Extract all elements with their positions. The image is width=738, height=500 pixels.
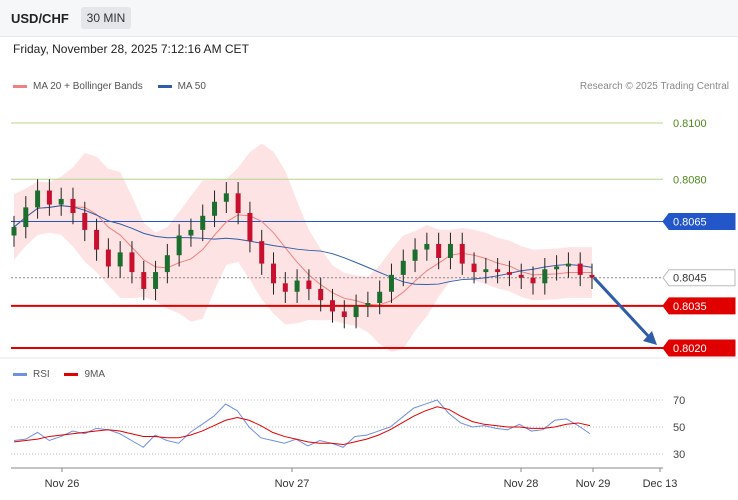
level-tag-0.8035: 0.8035 (662, 297, 736, 315)
candle-body (153, 272, 159, 289)
candle-body (58, 198, 64, 205)
level-tag-0.8020: 0.8020 (662, 339, 736, 357)
level-tag-0.8065: 0.8065 (662, 212, 736, 230)
legend-ma50: MA 50 (157, 81, 206, 92)
candle-body (176, 235, 182, 256)
x-tick-label-3: Nov 29 (576, 478, 611, 490)
candle-body (400, 260, 406, 275)
credit-label: Research © 2025 Trading Central (579, 81, 729, 92)
legend-rsi: RSI (13, 369, 50, 380)
candle-body (436, 243, 442, 258)
candle-body (82, 213, 88, 230)
level-tag-shape (662, 269, 736, 287)
candle-body (306, 280, 312, 289)
datetime-label: Friday, November 28, 2025 7:12:16 AM CET (13, 42, 249, 56)
rsi-tick-30: 30 (673, 449, 685, 461)
candle-body (447, 243, 453, 258)
main-legend: MA 20 + Bollinger Bands MA 50 (13, 81, 206, 92)
candle-body (117, 252, 123, 267)
level-tag-shape (662, 212, 736, 230)
candle-body (577, 263, 583, 275)
legend-ma20: MA 20 + Bollinger Bands (13, 81, 143, 92)
candle-body (23, 207, 29, 228)
candle-body (223, 193, 229, 202)
rsi-tick-50: 50 (673, 422, 685, 434)
candle-body (271, 263, 277, 284)
candle-body (530, 277, 536, 284)
rsi-swatch (13, 372, 27, 376)
timeframe-button[interactable]: 30 MIN (81, 7, 131, 29)
candle-body (11, 227, 17, 236)
level-tag-shape (662, 339, 736, 357)
candle-body (589, 274, 595, 278)
candle-body (70, 198, 76, 213)
candle-body (542, 269, 548, 284)
x-tick-label-1: Nov 27 (275, 478, 310, 490)
ma50-swatch (157, 84, 172, 88)
candle-body (129, 252, 135, 273)
level-tag-text: 0.8045 (673, 273, 707, 285)
candle-body (294, 280, 300, 292)
candle-body (483, 269, 489, 273)
ma20-line (13, 205, 592, 306)
forecast-arrow-head (643, 331, 657, 345)
legend-9ma: 9MA (64, 369, 105, 380)
candle-body (318, 288, 324, 301)
rsi-tick-70: 70 (673, 395, 685, 407)
candle-body (141, 272, 147, 289)
candle-body (200, 215, 206, 230)
ma50-line (13, 205, 593, 285)
level-tag-text: 0.8020 (673, 343, 707, 355)
candle-body (459, 243, 465, 264)
candle-body (247, 213, 253, 242)
level-tag-shape (662, 297, 736, 315)
candle-body (495, 269, 501, 273)
candle-body (235, 193, 241, 213)
level-label-0.8080: 0.8080 (673, 174, 707, 186)
candle-body (164, 255, 170, 273)
candle-body (412, 249, 418, 261)
candle-body (518, 274, 524, 278)
candle-body (365, 303, 371, 306)
level-tag-text: 0.8065 (673, 216, 707, 228)
rsi-legend: RSI 9MA (13, 369, 105, 380)
symbol-label: USD/CHF (11, 11, 69, 26)
ma9-swatch (64, 372, 79, 376)
header-bar: USD/CHF 30 MIN (0, 0, 738, 37)
candle-body (565, 263, 571, 267)
candle-body (353, 305, 359, 318)
candle-body (506, 272, 512, 275)
candle-body (554, 266, 560, 270)
candle-body (94, 229, 100, 250)
rsi-ma9-line (13, 406, 591, 446)
candle-body (282, 283, 288, 292)
candle-body (188, 229, 194, 236)
candle-body (212, 201, 218, 216)
candle-body (471, 263, 477, 273)
x-tick-label-4: Dec 13 (643, 478, 678, 490)
candle-body (329, 300, 335, 312)
candle-body (259, 241, 265, 264)
candle-body (35, 190, 41, 208)
candle-body (377, 291, 383, 303)
candle-body (341, 311, 347, 318)
x-tick-label-0: Nov 26 (45, 478, 80, 490)
x-tick-label-2: Nov 28 (504, 478, 539, 490)
candle-body (105, 249, 111, 267)
level-tag-0.8045: 0.8045 (662, 269, 736, 287)
candle-body (46, 190, 52, 205)
ma20-swatch (13, 84, 27, 88)
candle-body (424, 243, 430, 250)
level-label-0.8100: 0.8100 (673, 118, 707, 130)
level-tag-text: 0.8035 (673, 301, 707, 313)
bollinger-band (14, 143, 592, 352)
candle-body (388, 274, 394, 292)
forecast-arrow-line (592, 276, 653, 341)
